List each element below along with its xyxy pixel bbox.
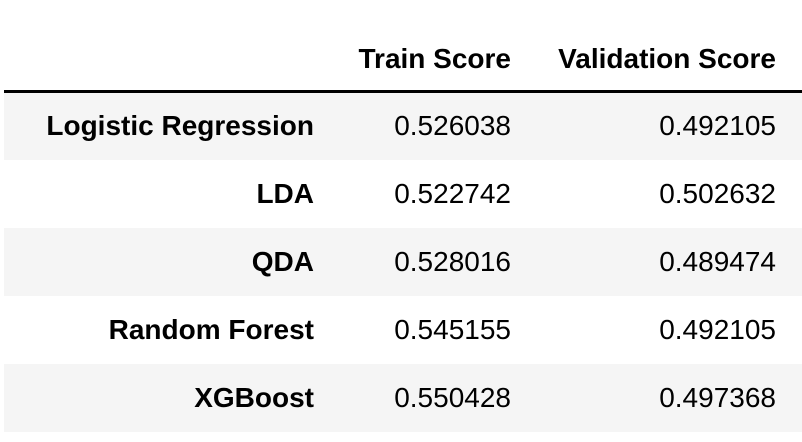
table-body: Logistic Regression 0.526038 0.492105 LD… (4, 91, 802, 432)
train-score-cell: 0.522742 (394, 177, 511, 209)
row-label: Logistic Regression (46, 110, 314, 142)
validation-score-cell: 0.492105 (659, 110, 776, 142)
table-row: Logistic Regression 0.526038 0.492105 (4, 91, 802, 160)
index-header-blank (4, 28, 330, 93)
train-score-cell: 0.526038 (394, 110, 511, 142)
row-label: QDA (251, 245, 314, 277)
scores-table: Train Score Validation Score Logistic Re… (4, 28, 802, 432)
validation-score-cell: 0.489474 (659, 245, 776, 277)
header-row: Train Score Validation Score (4, 28, 802, 93)
row-label: LDA (256, 177, 314, 209)
validation-score-cell: 0.497368 (659, 381, 776, 413)
table-row: LDA 0.522742 0.502632 (4, 159, 802, 228)
train-score-cell: 0.550428 (394, 381, 511, 413)
validation-score-cell: 0.502632 (659, 177, 776, 209)
table-row: XGBoost 0.550428 0.497368 (4, 363, 802, 432)
train-score-cell: 0.545155 (394, 313, 511, 345)
table-row: Random Forest 0.545155 0.492105 (4, 295, 802, 364)
validation-score-cell: 0.492105 (659, 313, 776, 345)
column-header-validation-score: Validation Score (531, 28, 802, 93)
table-header: Train Score Validation Score (4, 28, 802, 93)
table-row: QDA 0.528016 0.489474 (4, 227, 802, 296)
train-score-cell: 0.528016 (394, 245, 511, 277)
row-label: XGBoost (194, 381, 314, 413)
column-header-train-score: Train Score (330, 28, 531, 93)
row-label: Random Forest (108, 313, 314, 345)
